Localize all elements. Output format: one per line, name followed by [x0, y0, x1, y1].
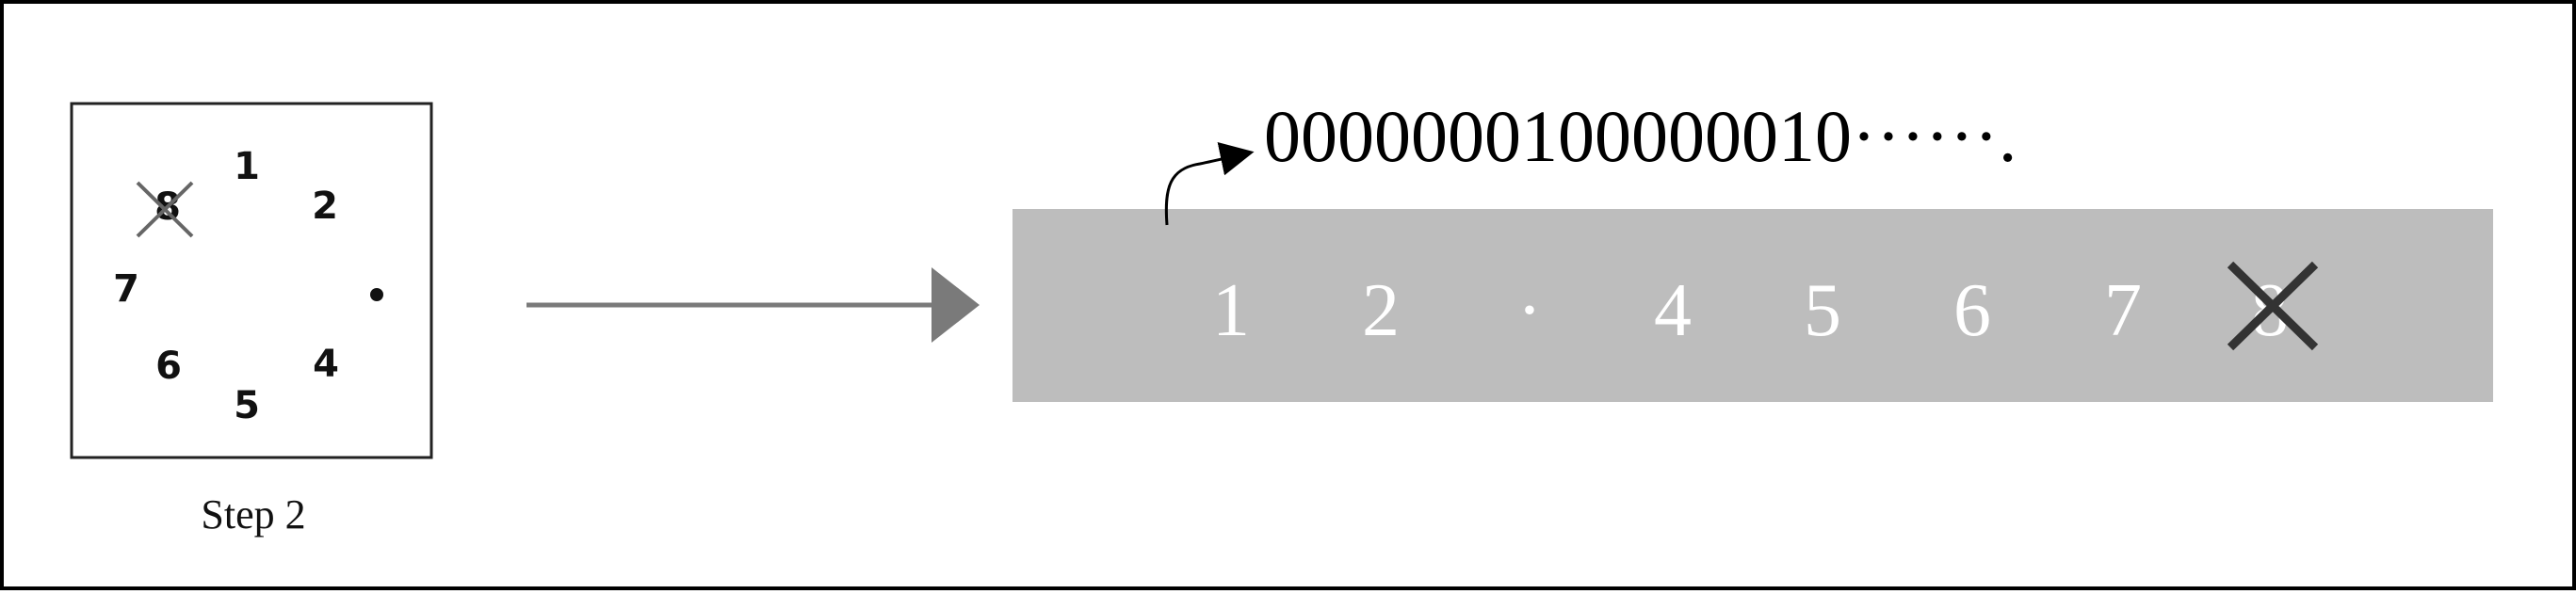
- clock-number-2: 2: [312, 185, 338, 228]
- slot-6: 6: [1953, 269, 1991, 352]
- diagram-canvas: 1 2 4 5 6 7 8 Step 2 1 2 · 4 5 6 7 8: [70, 95, 2493, 538]
- slot-4: 4: [1654, 269, 1692, 352]
- slot-7: 7: [2104, 269, 2142, 352]
- step-label: Step 2: [201, 491, 305, 538]
- slot-1: 1: [1212, 269, 1250, 352]
- slot-3-dot: ·: [1517, 269, 1543, 352]
- clock-cross-icon: [136, 181, 194, 238]
- clock-number-1: 1: [234, 145, 260, 188]
- slot-bar-background: [1013, 209, 2493, 402]
- clock-number-6: 6: [155, 345, 182, 388]
- clock-number-5: 5: [234, 384, 260, 427]
- bit-string: 0000000100000010······.: [1264, 95, 2017, 177]
- clock-number-7: 7: [113, 267, 139, 311]
- clock-box: [70, 102, 433, 459]
- slot-cross-icon: [2227, 261, 2319, 351]
- slot-2: 2: [1362, 269, 1400, 352]
- clock-number-4: 4: [313, 343, 339, 386]
- transition-arrow-icon: [527, 267, 980, 343]
- clock-diagram: 1 2 4 5 6 7 8 Step 2: [70, 102, 433, 538]
- slot-5: 5: [1804, 269, 1841, 352]
- curved-arrow-icon: [1164, 142, 1255, 226]
- clock-dot-marker: [370, 288, 383, 301]
- slot-bar: 1 2 · 4 5 6 7 8: [1013, 209, 2493, 402]
